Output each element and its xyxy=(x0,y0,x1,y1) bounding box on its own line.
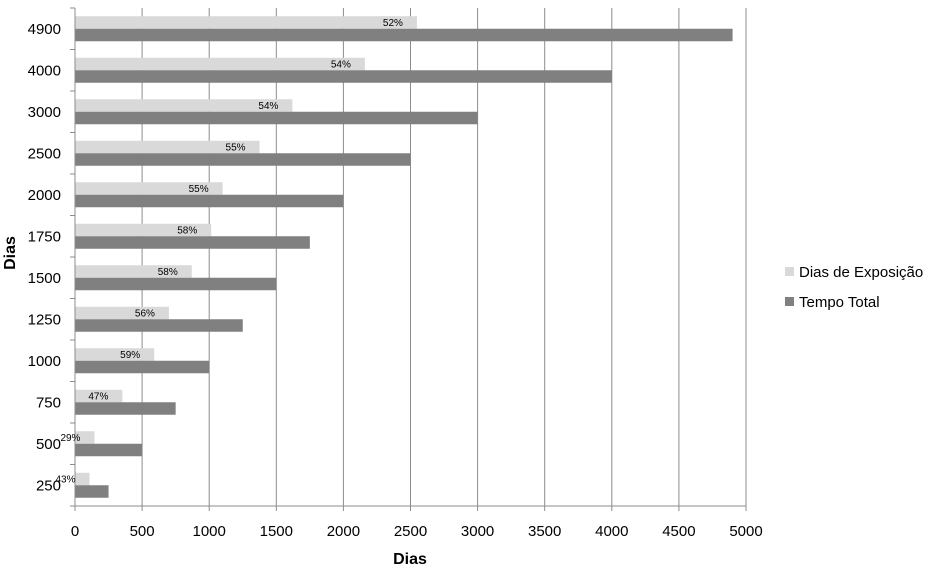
bar-tempo-total xyxy=(75,360,210,374)
legend: Dias de Exposição Tempo Total xyxy=(785,264,923,311)
x-tick-label: 4500 xyxy=(662,523,695,540)
y-tick-label: 2500 xyxy=(28,145,61,162)
data-label: 54% xyxy=(258,101,278,112)
bar-dias-de-exposicao xyxy=(75,182,223,195)
x-tick-label: 5000 xyxy=(729,523,762,540)
data-label: 47% xyxy=(88,391,108,402)
axes xyxy=(74,8,746,507)
bar-tempo-total xyxy=(75,485,109,498)
y-tick-labels: 4900 4000 3000 2500 2000 1750 1500 1250 1000 750 5… xyxy=(28,21,61,495)
x-tick-label: 3000 xyxy=(461,523,494,540)
bars xyxy=(75,16,733,498)
y-tick-label: 1750 xyxy=(28,228,61,245)
legend-swatch-tempo-total xyxy=(785,297,794,306)
legend-swatch-dias-de-exposicao xyxy=(785,267,794,276)
bar-dias-de-exposicao xyxy=(75,57,365,71)
data-label: 56% xyxy=(135,308,155,319)
x-tick-labels: 0 500 1000 1500 2000 2500 3000 3500 4000 4500 5000 xyxy=(71,523,763,540)
data-label: 59% xyxy=(120,350,140,361)
y-axis-title: Dias xyxy=(2,236,19,270)
x-tick-label: 4000 xyxy=(595,523,628,540)
x-tick-label: 2000 xyxy=(327,523,360,540)
x-tick-label: 2500 xyxy=(394,523,427,540)
bar-dias-de-exposicao xyxy=(75,348,155,361)
data-label: 54% xyxy=(331,59,351,70)
y-tick-label: 1250 xyxy=(28,311,61,328)
y-tick-label: 750 xyxy=(36,394,61,411)
y-tick-label: 250 xyxy=(36,477,61,494)
x-tick-label: 1500 xyxy=(260,523,293,540)
bar-dias-de-exposicao xyxy=(75,306,169,320)
data-label: 29% xyxy=(60,433,80,444)
y-tick-label: 4000 xyxy=(28,62,61,79)
data-label: 58% xyxy=(177,225,197,236)
x-tick-label: 1000 xyxy=(193,523,226,540)
bar-tempo-total xyxy=(75,153,411,166)
bar-dias-de-exposicao xyxy=(75,140,260,154)
x-axis-title: Dias xyxy=(393,551,427,568)
legend-label-tempo-total: Tempo Total xyxy=(799,294,880,311)
y-tick-label: 500 xyxy=(36,436,61,453)
bar-dias-de-exposicao xyxy=(75,472,90,486)
y-tick-label: 3000 xyxy=(28,104,61,121)
x-tick-label: 0 xyxy=(71,523,79,540)
bar-dias-de-exposicao xyxy=(75,223,212,237)
bar-tempo-total xyxy=(75,28,733,42)
data-label: 55% xyxy=(226,142,246,153)
bar-dias-de-exposicao xyxy=(75,16,417,29)
data-labels: 52% 54% 54% 55% 55% 58% 58% 56% 59% 47% 29% 43% xyxy=(55,18,403,486)
data-label: 43% xyxy=(55,474,75,485)
bar-tempo-total xyxy=(75,319,243,332)
x-tick-label: 500 xyxy=(130,523,155,540)
bar-tempo-total xyxy=(75,70,612,83)
bar-dias-de-exposicao xyxy=(75,265,192,278)
bar-tempo-total xyxy=(75,111,478,125)
data-label: 55% xyxy=(189,184,209,195)
bar-dias-de-exposicao xyxy=(75,389,123,403)
x-tick-label: 3500 xyxy=(528,523,561,540)
y-tick-label: 2000 xyxy=(28,187,61,204)
data-label: 52% xyxy=(383,18,403,29)
bar-tempo-total xyxy=(75,443,143,457)
y-tick-label: 1000 xyxy=(28,353,61,370)
y-tick-label: 1500 xyxy=(28,270,61,287)
legend-label-dias-de-exposicao: Dias de Exposição xyxy=(799,264,923,281)
bar-tempo-total xyxy=(75,277,277,291)
gridlines xyxy=(70,7,747,511)
y-tick-label: 4900 xyxy=(28,21,61,38)
data-label: 58% xyxy=(158,267,178,278)
bar-dias-de-exposicao xyxy=(75,99,293,112)
bar-tempo-total xyxy=(75,402,176,415)
bar-dias-de-exposicao xyxy=(75,431,95,444)
bar-tempo-total xyxy=(75,236,310,249)
bar-tempo-total xyxy=(75,194,344,208)
